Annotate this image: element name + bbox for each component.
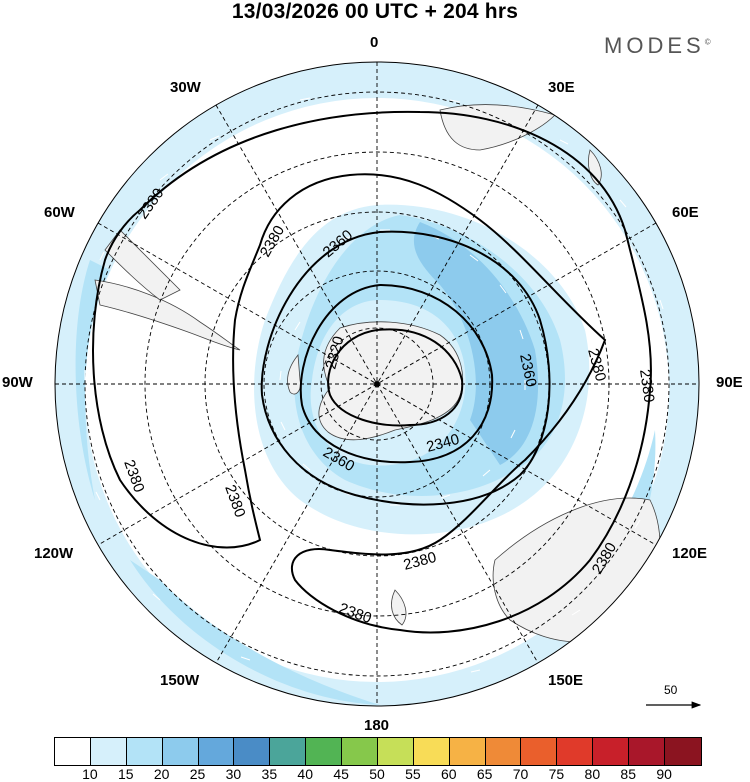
- longitude-label: 60W: [44, 204, 75, 221]
- longitude-label: 60E: [672, 204, 699, 221]
- colorbar-tick-label: 10: [82, 766, 98, 782]
- longitude-label: 30E: [548, 79, 575, 96]
- colorbar-tick-label: 85: [620, 766, 637, 782]
- colorbar-swatch: [521, 738, 558, 765]
- longitude-label: 180: [364, 717, 390, 734]
- map-title: 13/03/2026 00 UTC + 204 hrs: [231, 0, 519, 23]
- colorbar-tick-label: 55: [405, 766, 421, 782]
- longitude-label: 90E: [716, 374, 743, 391]
- colorbar-tick-label: 60: [440, 766, 457, 782]
- contour-label: 2380: [636, 368, 657, 403]
- colorbar-swatch: [377, 738, 414, 765]
- south-pole-marker: [374, 381, 380, 387]
- contour-2320: [327, 328, 464, 427]
- contour-label: 2360: [516, 352, 540, 388]
- contour-2340: [299, 283, 494, 464]
- colorbar-swatch: [557, 738, 594, 765]
- geopotential-contours: [92, 110, 652, 634]
- map-boundary: [54, 61, 700, 707]
- colorbar-tick-label: 35: [261, 766, 278, 782]
- colorbar-tick-label: 75: [548, 766, 565, 782]
- colorbar-swatch: [126, 738, 163, 765]
- longitude-label: 150W: [160, 672, 200, 689]
- colorbar: [54, 737, 702, 766]
- longitude-label: 30W: [170, 79, 201, 96]
- colorbar-swatch: [90, 738, 127, 765]
- colorbar-tick-label: 65: [476, 766, 493, 782]
- contour-2360: [260, 230, 551, 506]
- colorbar-tick-label: 80: [584, 766, 601, 782]
- colorbar-swatch: [234, 738, 271, 765]
- colorbar-tick-label: 45: [333, 766, 349, 782]
- colorbar-tick-label: 15: [117, 766, 134, 782]
- colorbar-swatch: [629, 738, 665, 765]
- longitude-label: 0: [370, 34, 379, 51]
- colorbar-swatch: [485, 738, 522, 765]
- brand-text: MODES: [604, 33, 705, 58]
- colorbar-swatch: [270, 738, 307, 765]
- colorbar-swatch: [449, 738, 486, 765]
- colorbar-tick-label: 40: [297, 766, 314, 782]
- patagonia-shape: [104, 229, 181, 301]
- longitude-label: 120W: [34, 545, 74, 562]
- wind-vectors: [84, 97, 666, 681]
- colorbar-tick-label: 70: [512, 766, 529, 782]
- madagascar-shape: [588, 149, 602, 186]
- colorbar-swatch: [198, 738, 235, 765]
- colorbar-tick-label: 30: [225, 766, 242, 782]
- longitude-label: 150E: [548, 672, 584, 689]
- new-zealand-shape: [391, 589, 407, 626]
- colorbar-tick-label: 20: [153, 766, 170, 782]
- colorbar-swatch: [55, 738, 91, 765]
- modes-logo: MODES©: [604, 33, 711, 59]
- longitude-label: 90W: [2, 374, 33, 391]
- colorbar-tick-label: 90: [656, 766, 672, 782]
- map-disc: [55, 62, 699, 706]
- colorbar-swatch: [664, 738, 701, 765]
- colorbar-swatch: [162, 738, 199, 765]
- antarctica-shape: [318, 321, 464, 441]
- colorbar-tick-label: 50: [369, 766, 385, 782]
- contour-2380: [92, 110, 652, 634]
- colorbar-labels: 10 15 20 25 30 35 40 45 50 55 60 65 70 75 80 85 90: [54, 766, 704, 782]
- copyright-mark: ©: [704, 37, 711, 47]
- longitude-label: 120E: [672, 545, 708, 562]
- colorbar-swatch: [413, 738, 450, 765]
- reference-vector-label: 50: [664, 683, 678, 697]
- colorbar-swatch: [306, 738, 342, 765]
- colorbar-swatch: [593, 738, 629, 765]
- colorbar-tick-label: 25: [189, 766, 206, 782]
- colorbar-swatch: [342, 738, 378, 765]
